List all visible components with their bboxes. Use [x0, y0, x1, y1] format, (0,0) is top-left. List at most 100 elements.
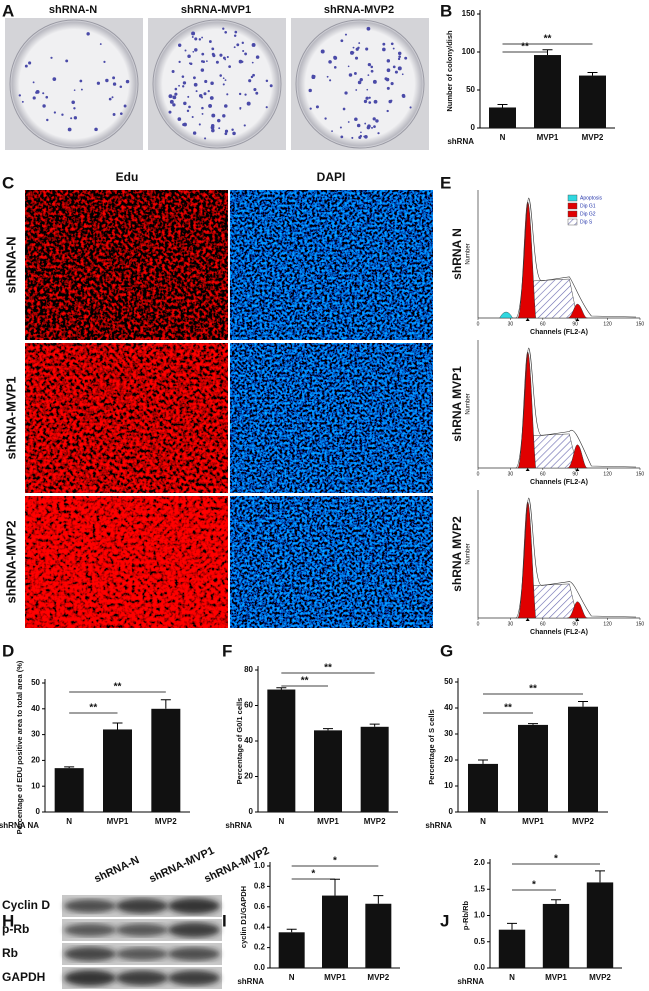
significance-label: **	[544, 34, 552, 45]
y-tick-label: 40	[31, 704, 40, 713]
colony	[347, 121, 350, 123]
y-tick-label: 0.0	[474, 963, 486, 972]
colony	[370, 65, 374, 69]
blot-band	[64, 923, 116, 937]
colony	[367, 74, 370, 77]
colony	[269, 84, 273, 88]
legend-label: Dip G2	[580, 211, 596, 217]
legend-swatch	[567, 194, 578, 202]
colony	[172, 103, 176, 107]
y-axis-label: Percentage of S cells	[427, 709, 436, 784]
x-axis-label: Channels (FL2-A)	[530, 329, 588, 336]
significance-label: *	[333, 856, 337, 867]
significance-label: **	[114, 682, 122, 693]
y-tick-label: 0	[249, 807, 254, 816]
bar	[103, 729, 132, 812]
colony	[191, 36, 194, 38]
colony	[204, 137, 207, 140]
panel-letter: B	[440, 1, 452, 20]
dapi-image	[230, 496, 433, 628]
colony	[112, 76, 116, 80]
colony	[386, 109, 389, 113]
colony	[119, 85, 123, 89]
y-axis-label: Percentage of EDU positive area to total…	[15, 660, 24, 834]
x-tick-label: 90	[572, 321, 578, 327]
legend-swatch	[567, 202, 578, 210]
x-tick-label: MVP2	[364, 817, 386, 826]
colony	[224, 129, 229, 133]
error-bar	[323, 728, 333, 731]
x-tick-label: 0	[477, 471, 480, 477]
dish-label: shRNA-MVP1	[181, 4, 251, 16]
y-tick-label: 0.0	[254, 963, 266, 972]
colony	[187, 54, 191, 59]
colony	[200, 68, 205, 72]
error-bar	[112, 722, 123, 730]
colony	[193, 76, 196, 80]
colony	[86, 32, 90, 36]
colony	[324, 117, 327, 120]
colony	[201, 113, 204, 115]
colony	[386, 59, 391, 63]
colony	[211, 128, 215, 133]
apoptosis	[499, 311, 513, 319]
x-axis-label: Channels (FL2-A)	[530, 479, 588, 486]
colony	[331, 130, 333, 133]
bar	[322, 895, 348, 968]
colony	[385, 77, 390, 82]
fit-outline	[515, 497, 637, 619]
colony	[328, 60, 332, 64]
dapi-image	[230, 190, 433, 340]
y-tick-label: 40	[444, 703, 453, 712]
legend-label: Dip S	[580, 219, 593, 225]
x-tick-label: N	[509, 973, 515, 982]
y-tick-label: 150	[462, 9, 476, 18]
x-tick-label: 30	[508, 321, 514, 327]
colony	[367, 124, 371, 128]
colony	[206, 60, 208, 63]
dish-label: shRNA-N	[49, 4, 97, 16]
colony	[108, 97, 112, 101]
colony	[365, 96, 369, 100]
colony	[183, 101, 187, 106]
colony	[112, 82, 117, 86]
colony	[222, 83, 225, 86]
legend-swatch	[567, 218, 578, 226]
x-tick-label: 90	[572, 621, 578, 627]
blot-band	[116, 970, 168, 986]
colony	[209, 96, 214, 100]
colony	[70, 117, 73, 120]
fit-outline	[515, 347, 637, 469]
blot-row-label: Cyclin D	[2, 898, 50, 912]
panel-letter: E	[440, 173, 451, 192]
y-tick-label: 10	[31, 781, 40, 790]
x-tick-label: N	[480, 817, 486, 826]
y-axis-label: Number	[466, 543, 472, 564]
panel-letter: H	[2, 911, 14, 930]
significance-label: **	[504, 703, 512, 714]
colony	[207, 89, 210, 93]
colony	[73, 107, 76, 110]
blot-band	[168, 947, 220, 961]
y-tick-label: 0	[449, 807, 454, 816]
colony	[224, 132, 228, 136]
colony	[339, 126, 342, 129]
colony	[94, 127, 98, 132]
colony	[52, 77, 57, 81]
colony	[24, 64, 28, 68]
colony	[191, 115, 194, 119]
colony	[61, 113, 64, 116]
peak-marker	[575, 468, 580, 471]
colony	[195, 90, 198, 93]
colony	[211, 52, 215, 56]
colony	[186, 109, 190, 113]
y-tick-label: 20	[244, 772, 253, 781]
x-tick-label: MVP1	[537, 133, 559, 142]
colony	[222, 114, 226, 118]
dish-label: shRNA-MVP2	[324, 4, 394, 16]
g2-peak	[567, 303, 588, 319]
colony	[251, 43, 256, 47]
colony	[191, 31, 196, 36]
colony	[67, 127, 72, 132]
error-bar	[373, 895, 384, 904]
